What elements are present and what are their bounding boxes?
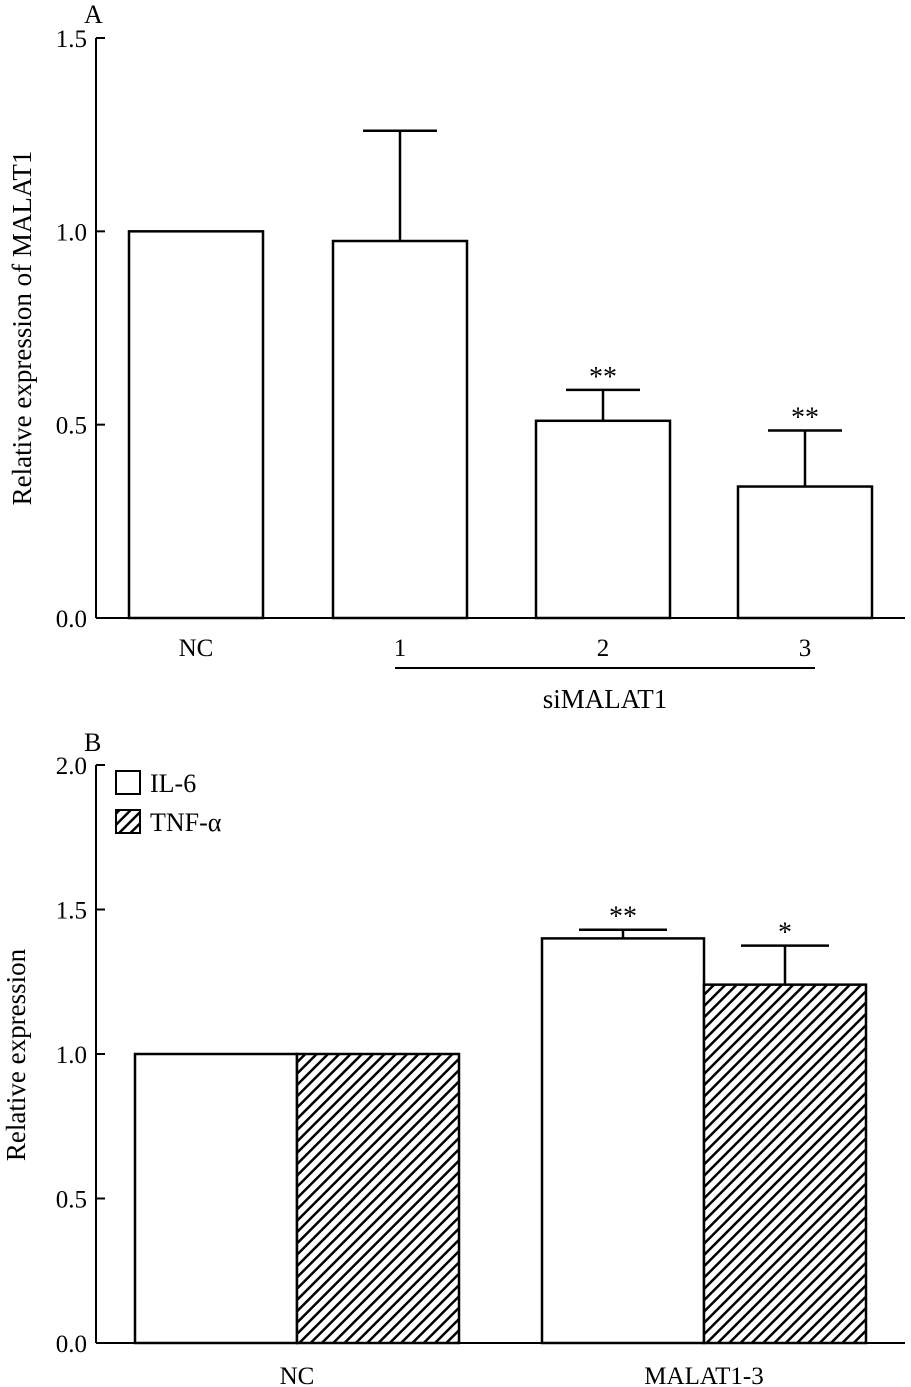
panel-b-x-tick-label: MALAT1-3 — [644, 1363, 763, 1387]
panel-a-x-tick-label: 2 — [597, 635, 610, 662]
panel-b-bar-tnf — [295, 1052, 461, 1345]
panel-a-x-tick-labels: NC 1 2 3 — [179, 635, 812, 662]
panel-a-x-tick-label: 3 — [799, 635, 812, 662]
panel-b-y-axis-label: Relative expression — [1, 948, 31, 1161]
panel-b-significance-label: ** — [609, 902, 637, 933]
panel-b-bar-tnf — [702, 983, 868, 1345]
panel-b-chart: B 0.00.51.01.52.0 *** NC MALAT1-3 Relativ… — [1, 728, 905, 1387]
panel-a-bar — [331, 239, 469, 620]
panel-b-y-ticks: 0.0 0.5 1.0 1.5 2.0 — [56, 753, 105, 1358]
panel-b-bar-il6 — [540, 937, 706, 1345]
panel-b-y-tick-label: 0.0 — [56, 1331, 87, 1358]
panel-a-group-label: siMALAT1 — [543, 684, 668, 714]
panel-b-legend: IL-6 TNF-α — [115, 769, 222, 837]
panel-a-y-axis-label: Relative expression of MALAT1 — [7, 151, 37, 506]
panel-b-y-tick-label: 2.0 — [56, 753, 87, 780]
panel-a-bar — [534, 419, 672, 620]
panel-a-y-tick-label: 1.5 — [56, 26, 87, 53]
legend-label-tnf: TNF-α — [150, 808, 222, 837]
panel-a-y-ticks: 0.0 0.5 1.0 1.5 — [56, 26, 105, 633]
panel-a-y-tick-label: 1.0 — [56, 219, 87, 246]
legend-swatch-tnf — [115, 809, 141, 834]
panel-a-y-tick-label: 0.0 — [56, 606, 87, 633]
panel-a-bar — [736, 485, 874, 620]
panel-a-y-tick-label: 0.5 — [56, 413, 87, 440]
panel-a-x-tick-label: 1 — [394, 635, 407, 662]
legend-label-il6: IL-6 — [150, 769, 196, 798]
panel-a-significance-label: ** — [589, 362, 617, 393]
panel-a-letter: A — [84, 0, 103, 29]
panel-b-bar-il6 — [133, 1052, 299, 1345]
panel-b-bars: *** — [133, 902, 868, 1345]
panel-b-y-tick-label: 1.0 — [56, 1042, 87, 1069]
panel-a-bar — [127, 230, 265, 620]
panel-a-chart: A 0.0 0.5 1.0 1.5 ** ** NC 1 2 3 siMALAT1 Relat… — [7, 0, 905, 714]
panel-b-y-tick-label: 1.5 — [56, 898, 87, 925]
legend-swatch-il6 — [115, 770, 141, 795]
panel-a-significance-label: ** — [791, 402, 819, 433]
panel-b-x-tick-labels: NC MALAT1-3 — [280, 1363, 764, 1387]
panel-b-y-tick-label: 0.5 — [56, 1187, 87, 1214]
panel-a-x-tick-label: NC — [179, 635, 214, 662]
panel-b-x-tick-label: NC — [280, 1363, 315, 1387]
panel-b-letter: B — [84, 728, 101, 757]
panel-a-bars: ** ** — [127, 129, 874, 620]
panel-b-significance-label: * — [778, 918, 792, 949]
